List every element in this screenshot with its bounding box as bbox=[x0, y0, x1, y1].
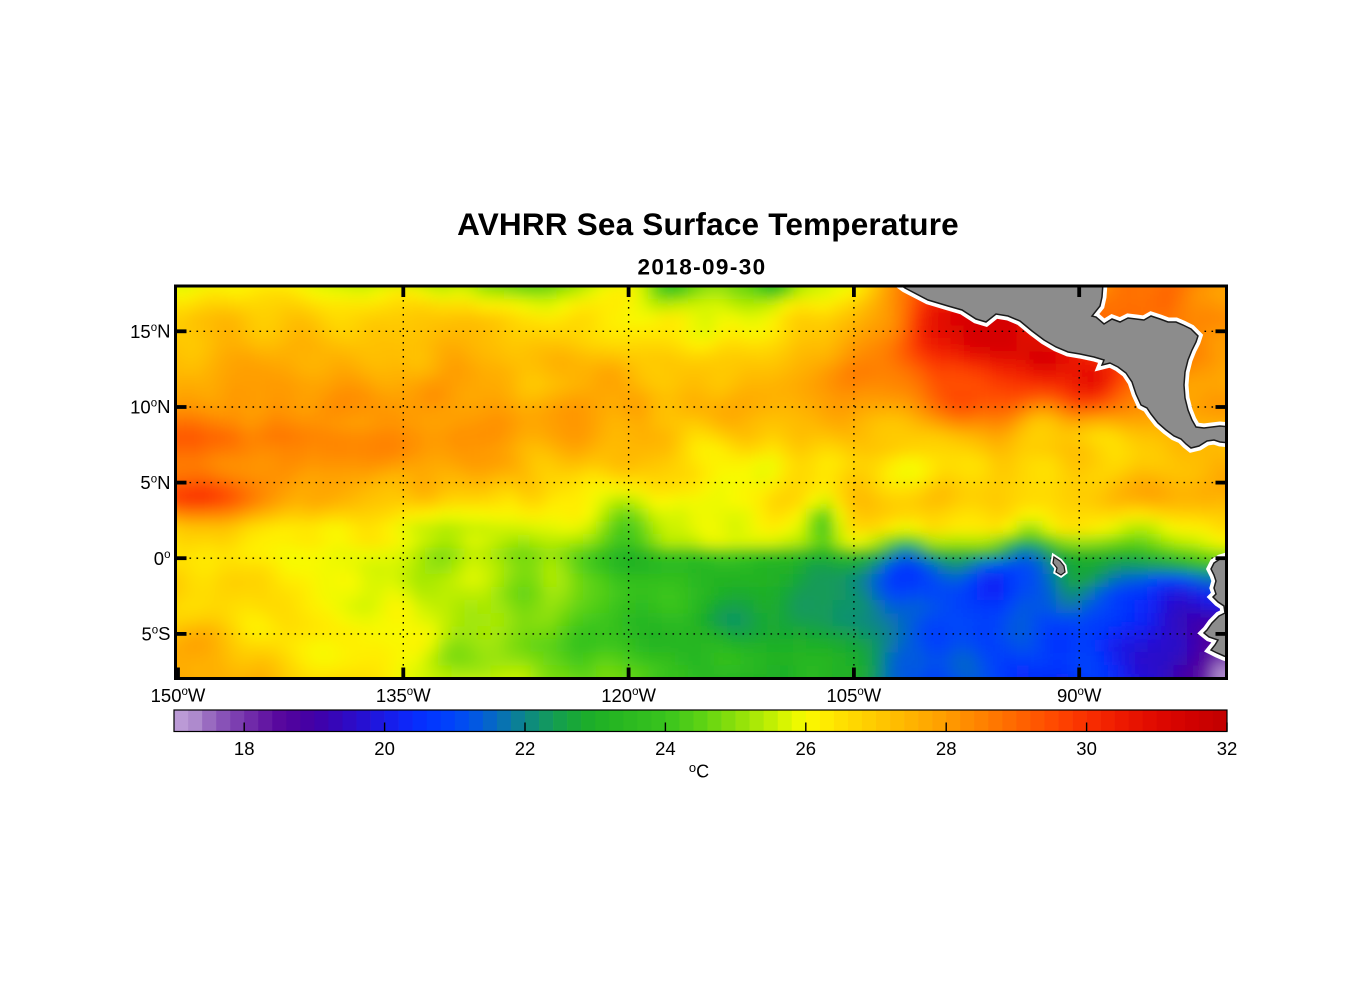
svg-text:20: 20 bbox=[374, 738, 395, 759]
svg-text:5oN: 5oN bbox=[140, 472, 170, 493]
svg-text:22: 22 bbox=[515, 738, 536, 759]
svg-text:0o: 0o bbox=[154, 548, 171, 569]
svg-text:120oW: 120oW bbox=[601, 685, 656, 706]
svg-text:5oS: 5oS bbox=[141, 623, 170, 644]
svg-text:32: 32 bbox=[1217, 738, 1238, 759]
svg-text:26: 26 bbox=[796, 738, 817, 759]
svg-text:24: 24 bbox=[655, 738, 676, 759]
svg-text:18: 18 bbox=[234, 738, 255, 759]
svg-text:10oN: 10oN bbox=[130, 396, 170, 417]
svg-text:150oW: 150oW bbox=[151, 685, 206, 706]
svg-text:AVHRR Sea Surface Temperature: AVHRR Sea Surface Temperature bbox=[457, 206, 959, 242]
svg-text:2018-09-30: 2018-09-30 bbox=[637, 255, 766, 280]
svg-text:15oN: 15oN bbox=[130, 321, 170, 342]
svg-text:oC: oC bbox=[689, 760, 709, 782]
svg-text:30: 30 bbox=[1076, 738, 1097, 759]
svg-text:28: 28 bbox=[936, 738, 957, 759]
svg-text:105oW: 105oW bbox=[827, 685, 882, 706]
svg-text:135oW: 135oW bbox=[376, 685, 431, 706]
svg-text:90oW: 90oW bbox=[1057, 685, 1102, 706]
